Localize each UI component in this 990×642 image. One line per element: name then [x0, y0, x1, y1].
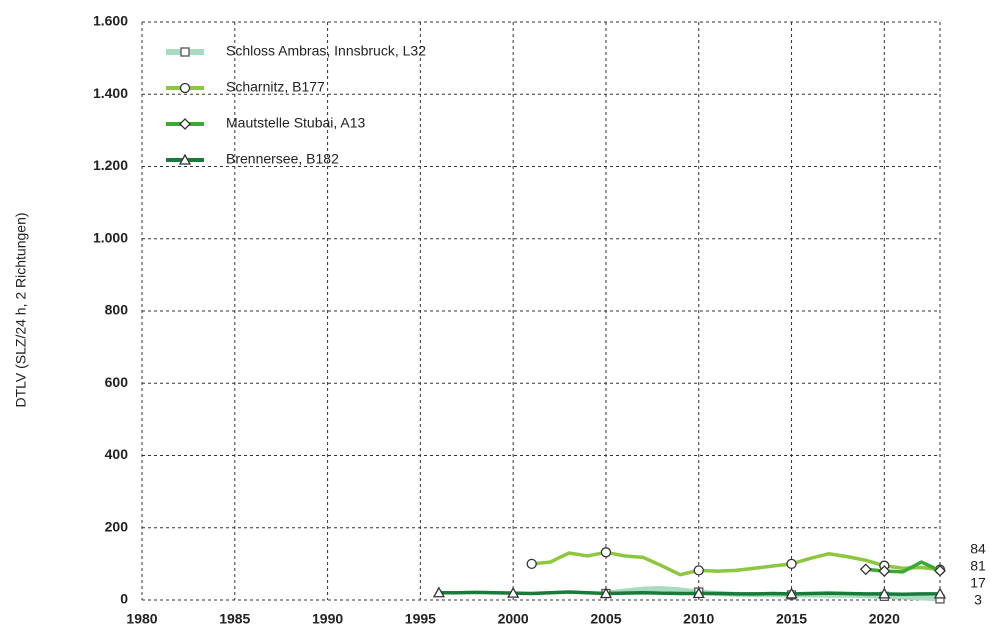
end-value-label: 84 [970, 541, 986, 557]
legend-label: Mautstelle Stubai, A13 [226, 115, 366, 131]
y-tick-label: 800 [105, 302, 129, 318]
marker [180, 47, 190, 57]
legend-label: Scharnitz, B177 [226, 79, 325, 95]
marker [179, 118, 191, 130]
y-tick-label: 1.600 [93, 13, 128, 29]
marker [878, 565, 891, 578]
legend-label: Schloss Ambras, Innsbruck, L32 [226, 43, 426, 59]
x-tick-label: 2010 [683, 611, 714, 627]
marker [933, 587, 947, 599]
y-tick-label: 600 [105, 374, 129, 390]
series-line [865, 560, 941, 574]
marker [432, 586, 446, 598]
marker [859, 563, 872, 576]
marker [934, 564, 946, 577]
series-line [438, 590, 940, 596]
y-axis-label: DTLV (SLZ/24 h, 2 Richtungen) [13, 212, 29, 407]
legend-label: Brennersee, B182 [226, 151, 339, 167]
y-tick-label: 400 [105, 446, 129, 462]
x-tick-label: 2000 [498, 611, 529, 627]
x-tick-label: 2005 [590, 611, 621, 627]
end-value-label: 81 [970, 558, 986, 574]
marker [692, 587, 705, 599]
x-tick-label: 2020 [869, 611, 900, 627]
y-tick-label: 1.400 [93, 85, 128, 101]
marker [599, 587, 613, 599]
x-tick-label: 1990 [312, 611, 343, 627]
y-tick-label: 200 [105, 518, 129, 534]
end-value-label: 17 [970, 575, 986, 591]
x-tick-label: 2015 [776, 611, 807, 627]
marker [526, 558, 537, 570]
y-tick-label: 1.000 [93, 229, 128, 245]
series-line [531, 550, 941, 577]
marker [786, 558, 797, 570]
marker [178, 153, 192, 165]
x-tick-label: 1985 [219, 611, 250, 627]
marker [179, 82, 191, 94]
marker [507, 586, 520, 598]
y-tick-label: 1.200 [93, 157, 128, 173]
marker [785, 587, 798, 599]
marker [600, 547, 612, 558]
end-value-label: 3 [974, 592, 982, 608]
marker [878, 587, 891, 599]
y-tick-label: 0 [120, 591, 128, 607]
x-tick-label: 1980 [126, 611, 157, 627]
marker [693, 565, 704, 576]
x-tick-label: 1995 [405, 611, 436, 627]
